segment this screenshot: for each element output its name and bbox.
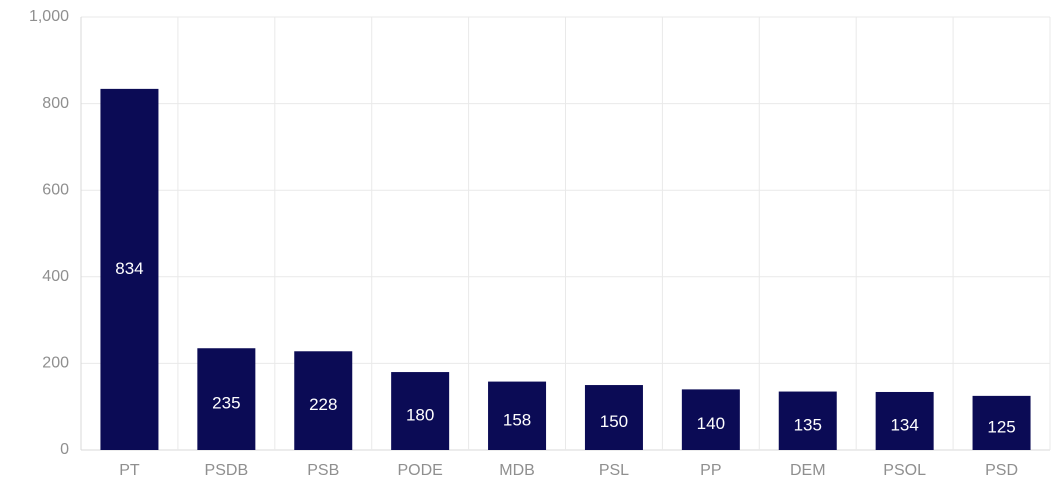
y-tick-label: 400 (42, 268, 69, 285)
bar (584, 385, 643, 450)
bar-value-label: 135 (794, 415, 822, 434)
y-tick-label: 0 (60, 441, 69, 458)
bar-value-label: 140 (697, 414, 725, 433)
bar (294, 351, 353, 450)
y-tick-label: 200 (42, 355, 69, 372)
labels-layer: 834 PT 235 PSDB 228 PSB 180 PODE 158 MDB 150 PSL 140… (115, 259, 1018, 479)
bar (488, 381, 547, 450)
x-tick-label: PODE (397, 462, 442, 479)
bars-layer (100, 88, 1031, 451)
y-tick-label: 600 (42, 181, 69, 198)
y-tick-label: 800 (42, 95, 69, 112)
x-tick-label: PSL (599, 462, 629, 479)
x-tick-label: PSDB (205, 462, 249, 479)
x-tick-label: DEM (790, 462, 826, 479)
bar-value-label: 235 (212, 394, 240, 413)
x-tick-label: PSB (307, 462, 339, 479)
bar-value-label: 125 (987, 417, 1015, 436)
grid-layer: 0 200 400 600 800 1,000 (29, 8, 1051, 458)
bar-value-label: 834 (115, 259, 143, 278)
bar (681, 389, 740, 450)
bar-value-label: 150 (600, 412, 628, 431)
bar (391, 372, 450, 450)
x-tick-label: MDB (499, 462, 535, 479)
x-tick-label: PSOL (883, 462, 926, 479)
bar (778, 391, 837, 450)
bar-value-label: 158 (503, 410, 531, 429)
x-tick-label: PSD (985, 462, 1018, 479)
bar-value-label: 228 (309, 395, 337, 414)
y-tick-label: 1,000 (29, 8, 69, 25)
bar-value-label: 134 (890, 415, 918, 434)
x-tick-label: PP (700, 462, 721, 479)
bar (972, 395, 1031, 450)
bar (100, 88, 159, 451)
bar-value-label: 180 (406, 406, 434, 425)
bar (197, 348, 256, 450)
x-tick-label: PT (119, 462, 140, 479)
bar (875, 391, 934, 450)
